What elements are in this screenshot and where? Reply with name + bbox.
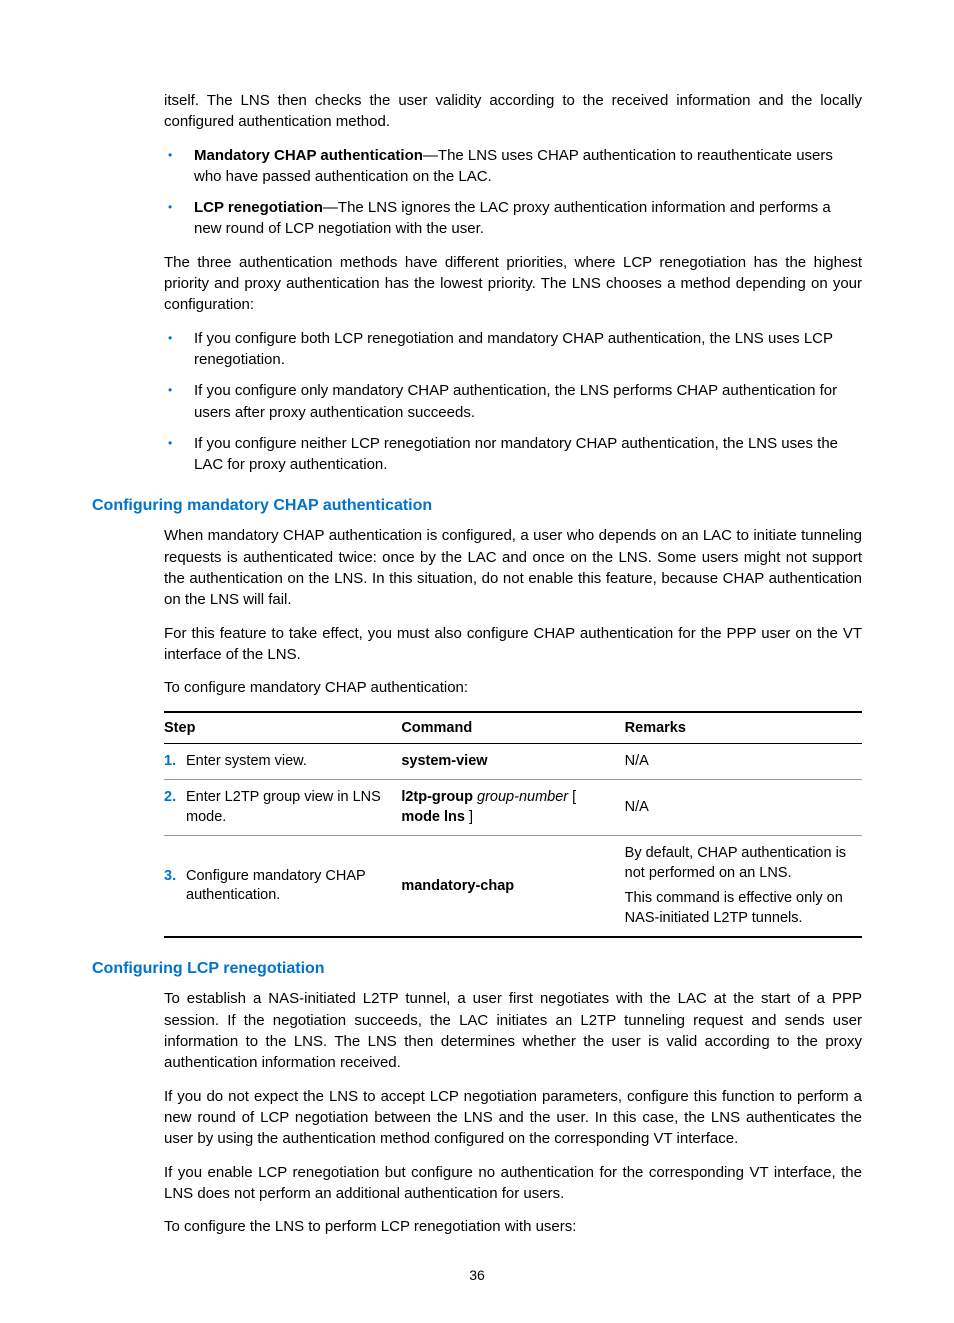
table-row: 2. Enter L2TP group view in LNS mode. l2… bbox=[164, 780, 862, 836]
th-command: Command bbox=[401, 712, 624, 744]
cmd-keyword: mode lns bbox=[401, 809, 465, 825]
list-item: If you configure both LCP renegotiation … bbox=[164, 328, 862, 371]
remark-line: This command is effective only on NAS-in… bbox=[625, 889, 854, 928]
cell-step: 1. Enter system view. bbox=[164, 743, 401, 780]
step-text: Enter system view. bbox=[186, 752, 393, 772]
cmd-arg: group-number bbox=[477, 789, 568, 805]
cell-step: 2. Enter L2TP group view in LNS mode. bbox=[164, 780, 401, 836]
table-row: 3. Configure mandatory CHAP authenticati… bbox=[164, 836, 862, 938]
auth-method-list: Mandatory CHAP authentication—The LNS us… bbox=[164, 145, 862, 240]
list-item: LCP renegotiation—The LNS ignores the LA… bbox=[164, 197, 862, 240]
cell-remarks: N/A bbox=[625, 780, 862, 836]
step-text: Configure mandatory CHAP authentication. bbox=[186, 867, 393, 906]
chap-para-2: For this feature to take effect, you mus… bbox=[164, 623, 862, 666]
step-text: Enter L2TP group view in LNS mode. bbox=[186, 788, 393, 827]
list-item: Mandatory CHAP authentication—The LNS us… bbox=[164, 145, 862, 188]
cell-remarks: By default, CHAP authentication is not p… bbox=[625, 836, 862, 938]
cell-command: mandatory-chap bbox=[401, 836, 624, 938]
intro-continuation: itself. The LNS then checks the user val… bbox=[164, 90, 862, 133]
chap-para-1: When mandatory CHAP authentication is co… bbox=[164, 525, 862, 610]
priorities-para: The three authentication methods have di… bbox=[164, 252, 862, 316]
cmd-bracket: [ bbox=[568, 789, 576, 805]
cmd-keyword: l2tp-group bbox=[401, 789, 473, 805]
step-number: 1. bbox=[164, 752, 186, 772]
table-row: 1. Enter system view. system-view N/A bbox=[164, 743, 862, 780]
chap-steps-table: Step Command Remarks 1. Enter system vie… bbox=[164, 711, 862, 939]
cell-command: l2tp-group group-number [ mode lns ] bbox=[401, 780, 624, 836]
step-number: 2. bbox=[164, 788, 186, 827]
cmd-keyword: system-view bbox=[401, 753, 487, 769]
step-number: 3. bbox=[164, 867, 186, 906]
priority-rule-list: If you configure both LCP renegotiation … bbox=[164, 328, 862, 476]
lcp-para-1: To establish a NAS-initiated L2TP tunnel… bbox=[164, 988, 862, 1073]
lcp-para-2: If you do not expect the LNS to accept L… bbox=[164, 1086, 862, 1150]
section-heading-lcp: Configuring LCP renegotiation bbox=[92, 960, 862, 978]
list-item: If you configure neither LCP renegotiati… bbox=[164, 433, 862, 476]
lcp-para-3: If you enable LCP renegotiation but conf… bbox=[164, 1162, 862, 1205]
th-remarks: Remarks bbox=[625, 712, 862, 744]
bullet-term: LCP renegotiation bbox=[194, 199, 323, 216]
cmd-bracket: ] bbox=[465, 809, 473, 825]
page-number: 36 bbox=[92, 1267, 862, 1283]
cell-command: system-view bbox=[401, 743, 624, 780]
chap-para-3: To configure mandatory CHAP authenticati… bbox=[164, 677, 862, 698]
remark-line: By default, CHAP authentication is not p… bbox=[625, 844, 854, 883]
page: itself. The LNS then checks the user val… bbox=[0, 0, 954, 1323]
list-item: If you configure only mandatory CHAP aut… bbox=[164, 380, 862, 423]
bullet-term: Mandatory CHAP authentication bbox=[194, 147, 423, 164]
lcp-para-4: To configure the LNS to perform LCP rene… bbox=[164, 1216, 862, 1237]
cell-remarks: N/A bbox=[625, 743, 862, 780]
section-heading-chap: Configuring mandatory CHAP authenticatio… bbox=[92, 497, 862, 515]
cell-step: 3. Configure mandatory CHAP authenticati… bbox=[164, 836, 401, 938]
cmd-keyword: mandatory-chap bbox=[401, 878, 514, 894]
table-header-row: Step Command Remarks bbox=[164, 712, 862, 744]
th-step: Step bbox=[164, 712, 401, 744]
